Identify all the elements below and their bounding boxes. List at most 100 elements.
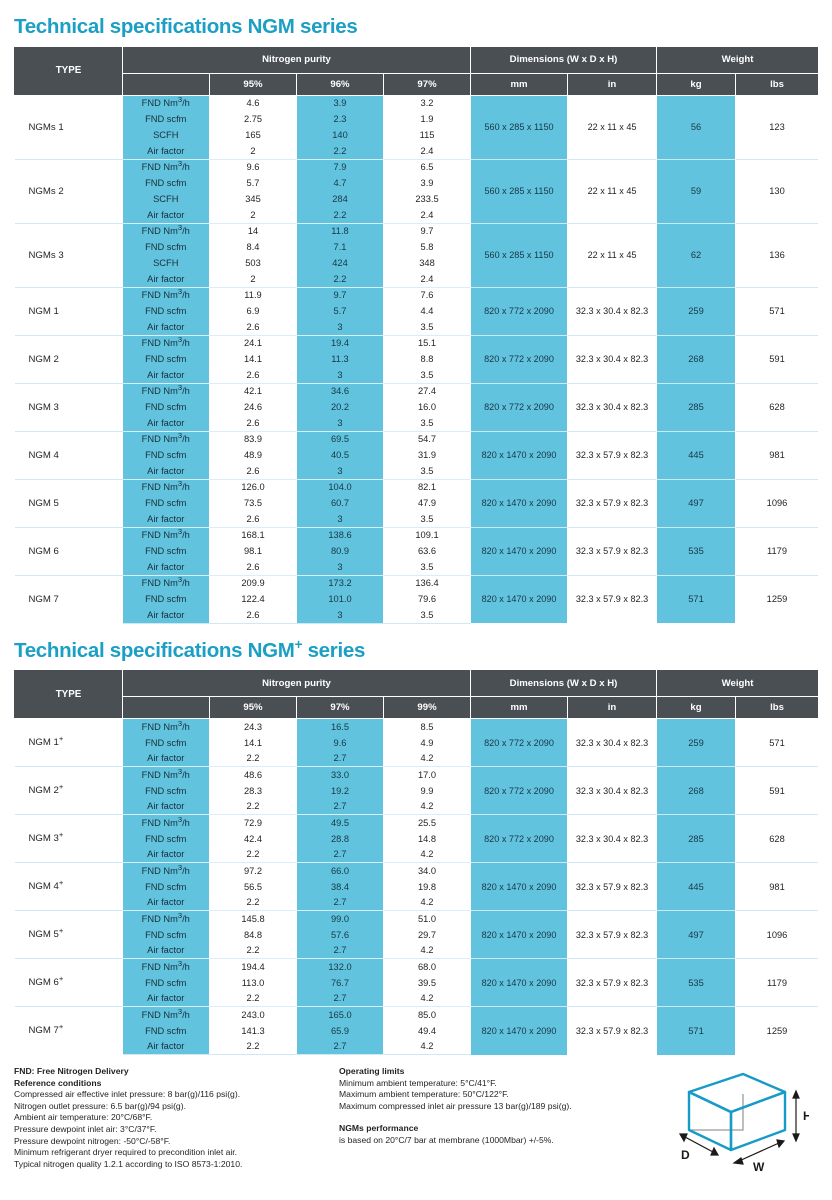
cell-purity-3: 348 (382, 255, 472, 272)
header-dimensions: Dimensions (W x D x H) (470, 45, 658, 74)
table-row: NGM 3+ FND Nm3/h 72.9 49.5 25.5 820 x 772 x 2… (14, 814, 820, 863)
row-measure-label: FND Nm3/h (122, 718, 210, 735)
cell-dimensions-in: 22 x 11 x 45 (567, 158, 658, 224)
cell-purity-2: 3 (296, 319, 384, 336)
cell-dimensions-in: 32.3 x 57.9 x 82.3 (567, 862, 658, 911)
cell-dimensions-mm: 820 x 772 x 2090 (470, 718, 568, 767)
cell-dimensions-in: 32.3 x 57.9 x 82.3 (567, 430, 658, 480)
cell-weight-lbs: 123 (735, 94, 820, 160)
footer-column-reference: FND: Free Nitrogen Delivery Reference con… (14, 1066, 339, 1174)
cell-purity-3: 82.1 (382, 478, 472, 496)
cell-purity-2: 2.7 (296, 894, 384, 911)
title-text: Technical specifications NGM (14, 15, 295, 38)
cell-dimensions-in: 32.3 x 57.9 x 82.3 (567, 958, 658, 1007)
row-measure-label: FND scfm (122, 926, 210, 943)
cell-purity-1: 8.4 (209, 239, 297, 256)
cell-dimensions-mm: 560 x 285 x 1150 (470, 158, 568, 224)
cell-dimensions-in: 22 x 11 x 45 (567, 222, 658, 288)
row-measure-label: Air factor (122, 559, 210, 576)
cell-purity-2: 2.2 (296, 143, 384, 160)
row-measure-label: FND Nm3/h (122, 958, 210, 975)
header-measure-blank (122, 72, 210, 96)
header-purity-3: 97% (382, 72, 472, 96)
cell-purity-3: 115 (382, 127, 472, 144)
table-row: NGM 4 FND Nm3/h 83.9 69.5 54.7 820 x 1470 x 2… (14, 430, 820, 480)
cell-purity-1: 5.7 (209, 175, 297, 192)
cell-purity-1: 2.2 (209, 798, 297, 815)
cell-purity-1: 122.4 (209, 591, 297, 608)
cell-purity-2: 9.6 (296, 734, 384, 751)
cell-purity-3: 9.9 (382, 782, 472, 799)
cell-weight-kg: 445 (656, 862, 736, 911)
cell-purity-1: 126.0 (209, 478, 297, 496)
table-row: Air factor 2 2.2 2.4 (15, 207, 819, 224)
spec-table-2: TYPE Nitrogen purity Dimensions (W x D x H… (14, 669, 820, 1056)
cell-purity-3: 54.7 (382, 430, 472, 448)
table-row: NGMs 3 FND Nm3/h 14 11.8 9.7 560 x 285 x 1150… (14, 222, 820, 288)
cell-purity-1: 2.6 (209, 607, 297, 624)
cell-purity-3: 3.2 (382, 95, 472, 112)
cell-purity-3: 4.2 (382, 1038, 472, 1056)
footer-column-diagram: H D W (669, 1066, 818, 1174)
row-measure-label: Air factor (122, 367, 210, 384)
cell-purity-1: 2.2 (209, 750, 297, 767)
cell-purity-1: 2.2 (209, 846, 297, 863)
cell-purity-2: 3 (296, 463, 384, 480)
row-measure-label: Air factor (122, 607, 210, 624)
cell-weight-lbs: 1259 (735, 574, 820, 624)
cell-purity-2: 99.0 (296, 910, 384, 927)
header-purity-2: 97% (296, 696, 384, 720)
cell-purity-3: 136.4 (382, 574, 472, 592)
cell-purity-2: 4.7 (296, 175, 384, 192)
cell-dimensions-in: 32.3 x 30.4 x 82.3 (567, 382, 658, 432)
row-measure-label: Air factor (122, 894, 210, 911)
cell-dimensions-mm: 820 x 1470 x 2090 (470, 862, 568, 911)
cell-weight-lbs: 571 (735, 286, 820, 336)
cell-weight-kg: 285 (656, 814, 736, 863)
cell-purity-3: 16.0 (382, 399, 472, 416)
performance-line-1: is based on 20°C/7 bar at membrane (1000… (339, 1135, 554, 1146)
table-title-1: Technical specifications NGM series (14, 0, 818, 46)
row-measure-label: FND scfm (122, 239, 210, 256)
table-row: NGM 2 FND Nm3/h 24.1 19.4 15.1 820 x 772 x 20… (14, 334, 820, 384)
cell-purity-2: 101.0 (296, 591, 384, 608)
reference-line-2: Nitrogen outlet pressure: 6.5 bar(g)/94 … (14, 1100, 186, 1111)
cell-purity-2: 2.2 (296, 271, 384, 288)
header-nitrogen-purity: Nitrogen purity (121, 45, 472, 74)
row-measure-label: FND scfm (122, 782, 210, 799)
cell-purity-3: 4.2 (382, 990, 472, 1007)
cell-purity-1: 97.2 (209, 862, 297, 879)
operating-line-2: Maximum ambient temperature: 50°C/122°F. (339, 1089, 509, 1100)
cell-purity-1: 2.6 (209, 511, 297, 528)
cell-purity-3: 6.5 (382, 158, 472, 176)
cell-purity-3: 51.0 (382, 910, 472, 927)
dimension-cube-icon: H D W (669, 1070, 812, 1174)
table-row: NGM 7 FND Nm3/h 209.9 173.2 136.4 820 x 1470 … (14, 574, 820, 624)
row-measure-label: FND Nm3/h (122, 862, 210, 879)
table-row: SCFH 503 424 348 (15, 255, 819, 272)
cell-purity-1: 42.1 (209, 382, 297, 400)
table-row: Air factor 2.2 2.7 4.2 (15, 894, 819, 911)
header-lbs: lbs (735, 696, 820, 720)
table-row: NGMs 1 FND Nm3/h 4.6 3.9 3.2 560 x 285 x 1150… (14, 94, 820, 160)
cell-purity-1: 83.9 (209, 430, 297, 448)
table-row: FND scfm 56.5 38.4 19.8 (15, 878, 819, 895)
reference-line-1: Compressed air effective inlet pressure:… (14, 1089, 241, 1100)
cell-weight-kg: 268 (656, 334, 736, 384)
table-row: FND scfm 14.1 11.3 8.8 (15, 351, 819, 368)
cell-purity-1: 6.9 (209, 303, 297, 320)
cell-purity-3: 25.5 (382, 814, 472, 831)
header-weight: Weight (656, 45, 820, 74)
table-row: FND scfm 2.75 2.3 1.9 (15, 111, 819, 128)
cell-purity-2: 284 (296, 191, 384, 208)
table-row: FND scfm 6.9 5.7 4.4 (15, 303, 819, 320)
cell-purity-1: 503 (209, 255, 297, 272)
cell-dimensions-mm: 820 x 1470 x 2090 (470, 478, 568, 528)
cell-purity-2: 7.1 (296, 239, 384, 256)
table-title-2: Technical specifications NGM+ series (14, 624, 818, 670)
cell-purity-2: 165.0 (296, 1006, 384, 1023)
cell-purity-2: 40.5 (296, 447, 384, 464)
header-purity-3: 99% (382, 696, 472, 720)
cell-dimensions-mm: 820 x 772 x 2090 (470, 814, 568, 863)
table-row: NGM 1+ FND Nm3/h 24.3 16.5 8.5 820 x 772 x 20… (14, 718, 820, 767)
